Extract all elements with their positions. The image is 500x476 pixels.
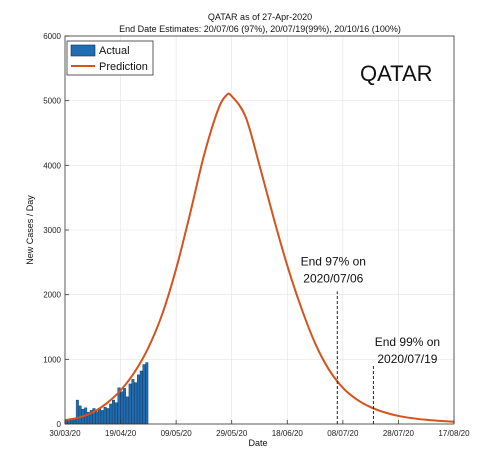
x-tick-label: 17/08/20 — [438, 429, 470, 438]
annotation-text-line1-1: End 97% on — [301, 254, 366, 268]
legend-actual-label: Actual — [99, 45, 130, 57]
x-tick-label: 30/03/20 — [49, 429, 81, 438]
chart-title: QATAR as of 27-Apr-2020 — [208, 12, 312, 22]
bar-actual — [106, 408, 110, 425]
legend-actual-swatch — [70, 44, 96, 57]
annotation-text-line2-1: 2020/07/06 — [303, 271, 363, 285]
y-tick-label: 1000 — [43, 355, 61, 364]
y-axis-label: New Cases / Day — [25, 195, 35, 265]
bar-actual — [75, 399, 79, 425]
annotation-text-line2-2: 2020/07/19 — [377, 352, 437, 366]
plot-area: End 97% on 2020/07/06 End 99% on 2020/07/19… — [43, 32, 470, 438]
bar-actual — [137, 374, 140, 425]
x-tick-label: 09/05/20 — [161, 429, 193, 438]
y-tick-label: 4000 — [43, 161, 61, 170]
bar-actual — [120, 391, 124, 425]
bar-actual — [128, 383, 132, 425]
bar-actual — [100, 410, 104, 425]
bar-actual — [67, 419, 71, 425]
line-prediction — [64, 92, 455, 423]
annotation-text-line1-2: End 99% on — [375, 335, 440, 349]
bar-actual — [125, 396, 129, 425]
bar-actual — [103, 406, 107, 425]
y-tick-label: 3000 — [43, 226, 61, 235]
x-tick-label: 29/05/20 — [216, 429, 248, 438]
bar-actual — [112, 399, 115, 425]
x-tick-label: 08/07/20 — [327, 429, 359, 438]
legend-prediction-label: Prediction — [99, 61, 148, 73]
x-tick-label: 28/07/20 — [383, 429, 415, 438]
bar-actual — [142, 364, 146, 425]
bar-actual — [145, 362, 149, 425]
bar-actual — [109, 403, 113, 425]
bar-actual — [134, 382, 138, 425]
bar-actual — [139, 370, 143, 425]
y-tick-label: 2000 — [43, 291, 61, 300]
bar-actual — [123, 388, 127, 425]
y-tick-label: 5000 — [43, 97, 61, 106]
x-axis-label: Date — [248, 438, 267, 448]
y-tick-label: 0 — [57, 420, 62, 429]
bar-actual — [131, 379, 135, 425]
country-label: QATAR — [360, 61, 433, 86]
bar-actual — [98, 408, 102, 425]
legend: Actual Prediction — [66, 40, 154, 76]
bar-actual — [78, 405, 82, 425]
chart-subtitle: End Date Estimates: 20/07/06 (97%), 20/0… — [119, 24, 401, 34]
bar-actual — [95, 411, 99, 425]
y-tick-label: 6000 — [43, 32, 61, 41]
x-tick-label: 18/06/20 — [272, 429, 304, 438]
bar-actual — [114, 402, 118, 425]
x-tick-label: 19/04/20 — [105, 429, 137, 438]
